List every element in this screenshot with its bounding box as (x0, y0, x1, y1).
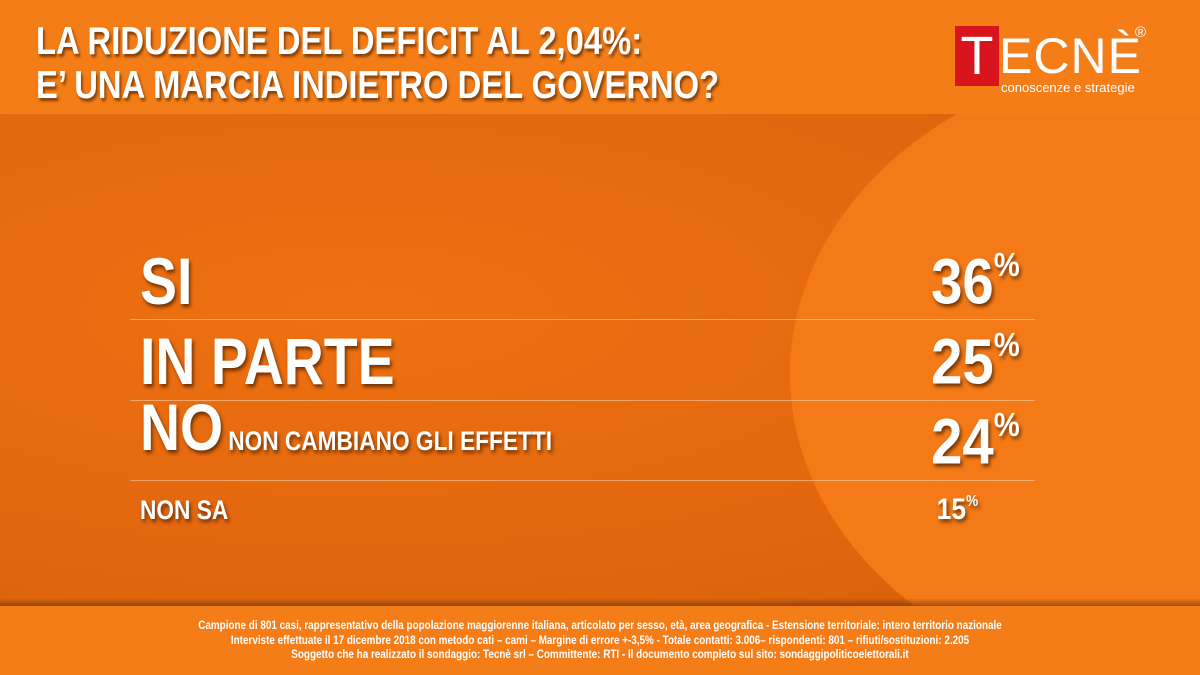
logo-letter-box: T (955, 26, 999, 86)
row-label: IN PARTE (140, 324, 395, 399)
footer-shadow (0, 598, 1200, 606)
row-value: 15% (936, 484, 978, 530)
logo-wordmark: ECNÈ (999, 28, 1142, 84)
row-value: 36% (931, 233, 1020, 319)
row-separator (130, 319, 1035, 320)
row-label: NON SA (140, 490, 228, 530)
row-value-number: 25 (931, 325, 994, 397)
row-value-number: 15 (936, 493, 966, 526)
title-line-1: LA RIDUZIONE DEL DEFICIT AL 2,04%: (36, 20, 643, 63)
footer-line-2: Interviste effettuate il 17 dicembre 201… (230, 634, 970, 647)
row-separator (130, 480, 1035, 481)
panel-curve (790, 114, 1200, 606)
page-title: LA RIDUZIONE DEL DEFICIT AL 2,04%: E’ UN… (36, 20, 719, 108)
row-label-main: NON SA (140, 495, 229, 525)
row-label: NO NON CAMBIANO GLI EFFETTI (140, 390, 552, 479)
footer-line-1: Campione di 801 casi, rappresentativo de… (198, 620, 1002, 632)
row-label-main: IN PARTE (140, 324, 395, 398)
result-row-in-parte: IN PARTE 25% (140, 324, 1020, 399)
row-value-number: 24 (931, 405, 994, 477)
result-row-no: NO NON CAMBIANO GLI EFFETTI 24% (140, 390, 1020, 479)
result-row-si: SI 36% (140, 244, 1020, 319)
footer-line-3: Soggetto che ha realizzato il sondaggio:… (291, 649, 909, 661)
row-label: SI (140, 244, 192, 319)
row-label-sub: NON CAMBIANO GLI EFFETTI (228, 426, 553, 456)
methodology-footer: Campione di 801 casi, rappresentativo de… (0, 606, 1200, 675)
row-label-main: SI (140, 244, 193, 318)
logo-tagline: conoscenze e strategie (1001, 80, 1135, 95)
row-value-unit: % (965, 492, 978, 510)
row-label-main: NO (140, 390, 224, 464)
row-value: 25% (931, 313, 1020, 399)
row-value-unit: % (993, 246, 1020, 284)
registered-mark: ® (1135, 24, 1147, 41)
result-row-non-sa: NON SA 15% (140, 490, 1020, 530)
row-value-unit: % (993, 406, 1020, 444)
row-value: 24% (931, 393, 1020, 479)
title-line-2: E’ UNA MARCIA INDIETRO DEL GOVERNO? (36, 64, 720, 107)
results-panel: SI 36% IN PARTE 25% NO NON CAMBIANO GLI E… (0, 114, 1200, 606)
row-separator (130, 400, 1035, 401)
row-value-number: 36 (931, 245, 994, 317)
header (0, 0, 1200, 114)
row-value-unit: % (993, 326, 1020, 364)
tecne-logo: T ECNÈ ® conoscenze e strategie (955, 24, 1155, 96)
